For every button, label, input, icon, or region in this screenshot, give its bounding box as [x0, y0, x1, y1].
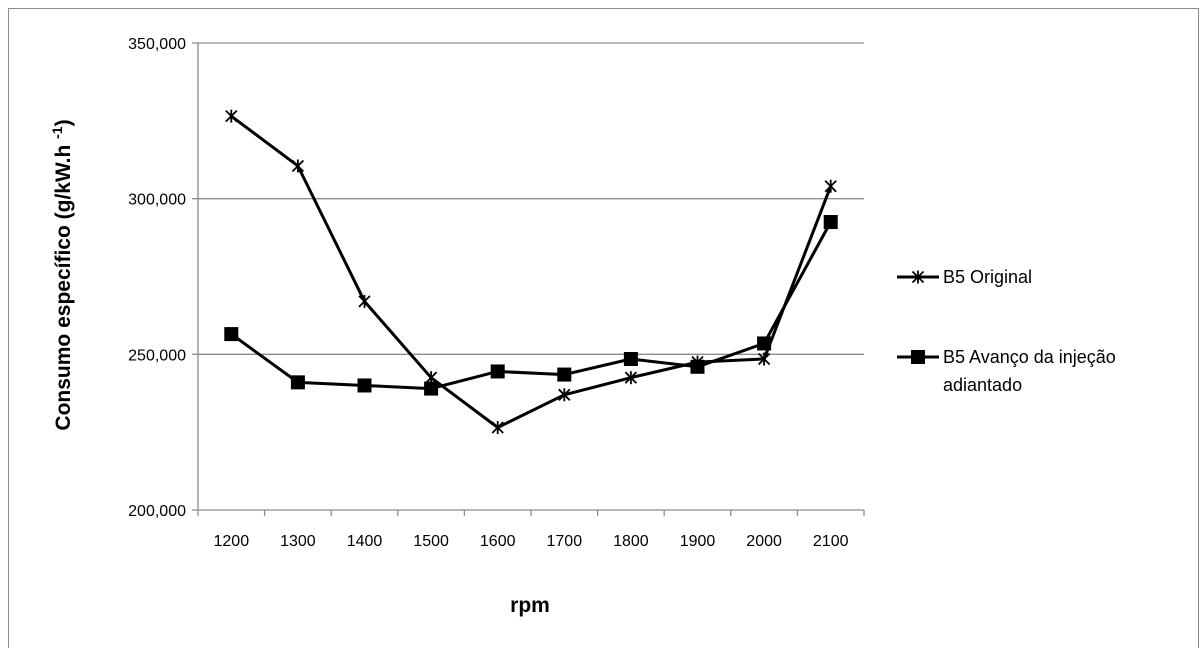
series-line	[230, 221, 833, 391]
data-point-asterisk	[824, 179, 837, 193]
y-axis-title-main: Consumo específico (g/kW.h	[52, 139, 75, 431]
legend-item-b5-avanco: B5 Avanço da injeção adiantado	[897, 347, 1116, 395]
x-tick-label: 1900	[680, 533, 716, 550]
data-point-asterisk	[291, 159, 305, 173]
y-tick-label: 300,000	[128, 192, 186, 209]
data-point-square	[357, 378, 372, 393]
data-point-square	[424, 381, 439, 396]
x-tick-label: 2000	[746, 533, 782, 550]
y-tick-label: 200,000	[128, 503, 186, 520]
legend-item-b5-original: B5 Original	[897, 267, 1032, 287]
series-1	[224, 215, 838, 396]
x-tick-label: 2100	[813, 533, 849, 550]
x-axis-title: rpm	[510, 594, 550, 617]
series-line	[230, 114, 833, 429]
data-point-asterisk	[757, 352, 771, 366]
x-tick-label: 1700	[547, 533, 583, 550]
data-point-asterisk	[624, 371, 638, 385]
x-tick-label: 1500	[413, 533, 449, 550]
data-point-asterisk	[358, 294, 371, 308]
x-tick-labels: 1200 1300 1400 1500 1600 1700 1800 1900 2000 2100	[214, 533, 849, 550]
x-tick-label: 1600	[480, 533, 516, 550]
data-point-square	[757, 336, 772, 351]
data-point-square	[690, 359, 705, 374]
axes	[192, 42, 865, 516]
x-tick-label: 1400	[347, 533, 383, 550]
x-tick-label: 1300	[280, 533, 316, 550]
data-point-asterisk	[225, 109, 238, 123]
series-0	[225, 109, 837, 434]
legend-label-b5-avanco: B5 Avanço da injeção	[943, 347, 1116, 367]
legend-asterisk	[911, 270, 925, 284]
series-layer	[224, 109, 838, 434]
y-axis-title-close: )	[52, 119, 75, 126]
data-point-asterisk	[491, 420, 504, 434]
y-axis-title-sup: -1	[49, 126, 65, 139]
legend-label-b5-avanco-line2: adiantado	[943, 375, 1022, 395]
data-point-asterisk	[558, 388, 571, 402]
chart-frame	[8, 8, 1199, 648]
legend-marker-square	[911, 350, 925, 364]
gridlines	[198, 42, 864, 355]
y-tick-labels: 200,000 250,000 300,000 350,000	[128, 36, 186, 520]
y-axis-title: Consumo específico (g/kW.h -1)	[49, 119, 75, 430]
legend-label-b5-original: B5 Original	[943, 267, 1032, 287]
data-point-square	[290, 375, 305, 390]
data-point-square	[823, 215, 838, 230]
x-tick-label: 1200	[214, 533, 250, 550]
y-tick-label: 350,000	[128, 36, 186, 53]
y-tick-label: 250,000	[128, 347, 186, 364]
x-tick-label: 1800	[613, 533, 649, 550]
data-point-square	[557, 367, 572, 382]
data-point-square	[623, 352, 638, 367]
data-point-square	[490, 364, 505, 379]
data-point-square	[224, 327, 239, 342]
legend: B5 Original B5 Avanço da injeção adianta…	[897, 267, 1116, 395]
legend-marker-asterisk	[911, 270, 925, 284]
